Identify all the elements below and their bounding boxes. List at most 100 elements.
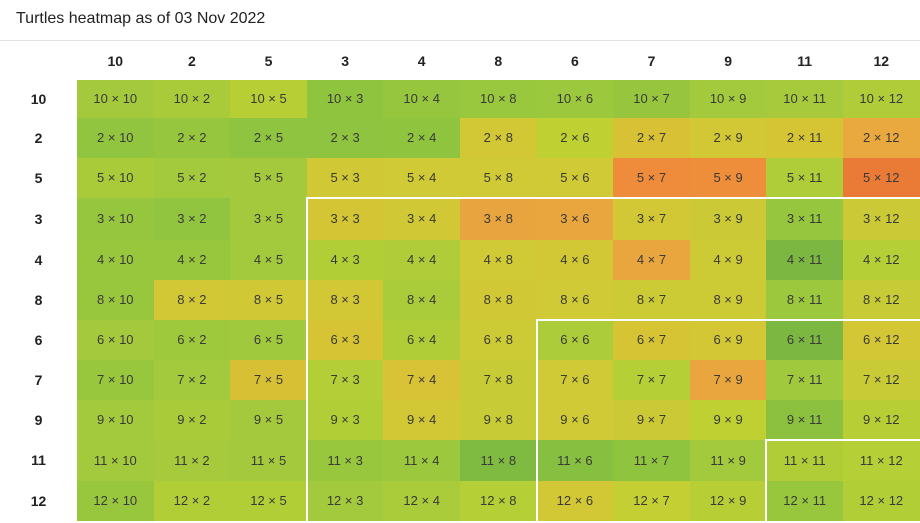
heatmap-cell: 10 × 10 [77,80,154,118]
heatmap-cell: 11 × 7 [613,440,690,481]
heatmap-cell: 12 × 6 [536,481,614,521]
heatmap-cell: 12 × 9 [689,481,767,521]
heatmap-cell: 2 × 7 [613,118,690,158]
column-header: 11 [797,53,813,69]
row-header: 7 [34,372,43,388]
heatmap-cell: 11 × 12 [843,440,920,481]
row-header: 5 [34,170,43,186]
heatmap-cell: 2 × 4 [383,118,460,158]
heatmap-cell: 2 × 11 [766,118,843,158]
heatmap-cell: 5 × 12 [843,158,920,198]
row-header: 3 [34,211,43,227]
heatmap-cell: 7 × 8 [460,360,537,400]
heatmap-cell: 3 × 8 [460,198,537,240]
chart-title: Turtles heatmap as of 03 Nov 2022 [16,10,266,27]
heatmap-cell: 8 × 4 [383,280,460,320]
heatmap-cell: 5 × 6 [536,158,614,198]
heatmap-cell: 8 × 6 [536,280,614,320]
heatmap-cell: 9 × 2 [153,400,231,440]
column-header: 9 [724,53,732,69]
heatmap-cell: 7 × 12 [843,360,920,400]
heatmap-cell: 3 × 9 [689,198,767,240]
heatmap-cell: 4 × 12 [843,240,920,280]
heatmap-cell: 4 × 9 [689,240,767,280]
heatmap-cell: 11 × 3 [306,440,384,481]
heatmap-cell: 2 × 8 [460,118,537,158]
column-header: 3 [341,53,349,69]
heatmap-cell: 3 × 2 [153,198,231,240]
heatmap-cell: 8 × 5 [230,280,307,320]
heatmap-cell: 6 × 7 [613,320,690,360]
heatmap-cell: 2 × 5 [230,118,307,158]
heatmap-cell: 5 × 4 [383,158,460,198]
heatmap-cell: 7 × 7 [613,360,690,400]
heatmap-cell: 8 × 9 [689,280,767,320]
heatmap-cell: 9 × 11 [766,400,843,440]
heatmap-cell: 7 × 11 [766,360,843,400]
heatmap-cell: 2 × 9 [689,118,767,158]
heatmap-cell: 6 × 6 [536,320,614,360]
heatmap-cell: 3 × 4 [383,198,460,240]
row-header: 8 [34,292,43,308]
column-header: 4 [417,53,426,69]
heatmap-cell: 8 × 10 [77,280,154,320]
heatmap-cell: 2 × 3 [306,118,384,158]
heatmap-cell: 2 × 6 [536,118,614,158]
heatmap-cell: 11 × 8 [460,440,537,481]
heatmap-cell: 11 × 5 [230,440,307,481]
heatmap-cell: 5 × 8 [460,158,537,198]
heatmap-cell: 4 × 7 [613,240,690,280]
heatmap-cell: 12 × 2 [153,481,231,521]
heatmap-cell: 7 × 6 [536,360,614,400]
heatmap-cell: 11 × 11 [766,440,843,481]
heatmap-cell: 4 × 11 [766,240,843,280]
row-header: 6 [34,332,43,348]
heatmap-cell: 3 × 12 [843,198,920,240]
heatmap-cell: 8 × 2 [153,280,231,320]
heatmap-cell: 9 × 5 [230,400,307,440]
heatmap-cell: 11 × 9 [689,440,767,481]
heatmap-cell: 12 × 12 [843,481,920,521]
heatmap-cell: 2 × 12 [843,118,920,158]
heatmap-cell: 7 × 2 [153,360,231,400]
heatmap-cell: 4 × 10 [77,240,154,280]
heatmap-cell: 8 × 11 [766,280,843,320]
heatmap-cell: 9 × 9 [689,400,767,440]
heatmap-cell: 12 × 4 [383,481,460,521]
heatmap-cell: 2 × 2 [153,118,231,158]
heatmap-cell: 4 × 6 [536,240,614,280]
heatmap-cell: 12 × 3 [306,481,384,521]
heatmap-cell: 9 × 8 [460,400,537,440]
heatmap-cell: 8 × 12 [843,280,920,320]
heatmap-cell: 5 × 9 [689,158,767,198]
heatmap-cell: 5 × 5 [230,158,307,198]
row-header: 2 [34,130,43,146]
heatmap-cell: 8 × 3 [306,280,384,320]
heatmap-cell: 12 × 11 [766,481,843,521]
heatmap-cell: 10 × 2 [153,80,231,118]
heatmap-cell: 6 × 5 [230,320,307,360]
heatmap-cell: 12 × 7 [613,481,690,521]
heatmap-cell: 11 × 2 [153,440,231,481]
heatmap-cell: 6 × 8 [460,320,537,360]
heatmap-cell: 9 × 7 [613,400,690,440]
heatmap-cell: 2 × 10 [77,118,154,158]
row-header: 11 [31,452,46,468]
heatmap-cell: 12 × 8 [460,481,537,521]
heatmap-cell: 10 × 9 [689,80,767,118]
title-bar: Turtles heatmap as of 03 Nov 2022 [0,0,920,41]
heatmap-cell: 12 × 5 [230,481,307,521]
heatmap-cell: 9 × 12 [843,400,920,440]
heatmap-cell: 8 × 7 [613,280,690,320]
heatmap-cell: 11 × 6 [536,440,614,481]
heatmap-cell: 9 × 6 [536,400,614,440]
heatmap-cell: 4 × 8 [460,240,537,280]
heatmap-cell: 10 × 3 [306,80,384,118]
column-header: 12 [873,53,890,69]
heatmap-cell: 3 × 7 [613,198,690,240]
heatmap-cell: 7 × 9 [689,360,767,400]
heatmap-cell: 6 × 2 [153,320,231,360]
heatmap-cell: 3 × 10 [77,198,154,240]
heatmap-cell: 3 × 3 [306,198,384,240]
heatmap-cell: 3 × 6 [536,198,614,240]
